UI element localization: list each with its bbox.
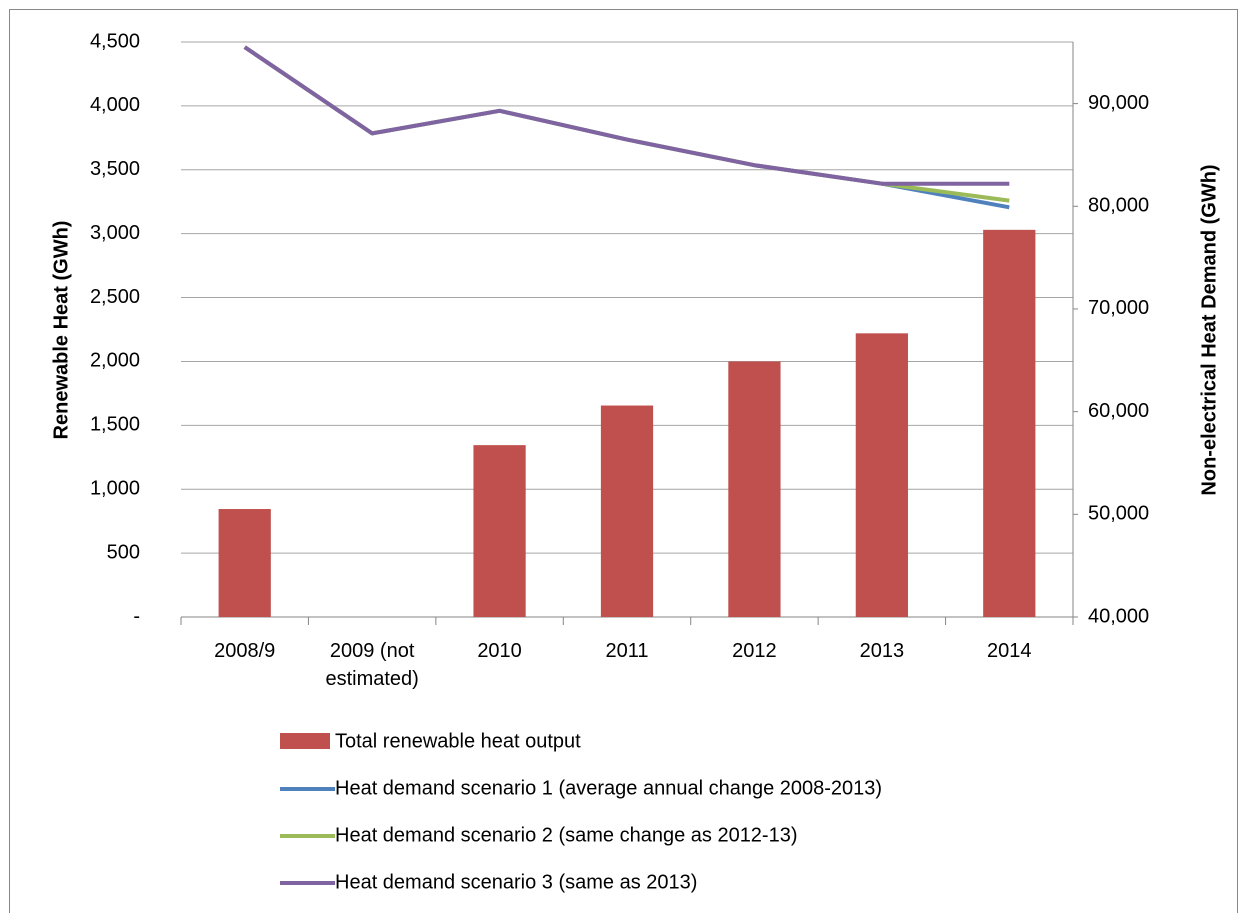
y-tick-label: 500 [107, 541, 140, 563]
y-tick-label: 3,500 [90, 158, 140, 180]
legend-label: Total renewable heat output [335, 730, 581, 752]
x-tick-label: 2013 [859, 640, 905, 662]
line-series [243, 45, 1010, 186]
bar [473, 445, 526, 617]
y2-axis-label: Non-electrical Heat Demand (GWh) [1198, 164, 1220, 495]
y2-tick-label: 50,000 [1088, 503, 1149, 525]
x-tick-label: 2009 (not estimated) [325, 640, 419, 690]
y-tick-label: 4,000 [90, 94, 140, 116]
bar [600, 405, 654, 617]
bar [855, 333, 908, 617]
x-tick-label: 2008/9 [214, 640, 276, 662]
bar [728, 361, 781, 617]
y-tick-label: 1,500 [90, 414, 140, 436]
y2-tick-label: 90,000 [1088, 92, 1149, 114]
bar [218, 509, 271, 617]
x-tick-label: 2014 [987, 640, 1032, 662]
legend-label: Heat demand scenario 3 (same as 2013) [335, 871, 697, 893]
y2-tick-label: 80,000 [1088, 195, 1149, 217]
y2-tick-label: 60,000 [1088, 400, 1149, 422]
x-tick-label: 2011 [605, 640, 649, 662]
legend-swatch [280, 733, 330, 749]
chart-border [9, 9, 1238, 913]
legend-label: Heat demand scenario 2 (same change as 2… [335, 824, 798, 846]
y-tick-label: 1,000 [90, 478, 140, 500]
y-tick-label: - [133, 605, 140, 627]
y-tick-label: 2,000 [90, 350, 140, 372]
y2-tick-label: 40,000 [1088, 605, 1149, 627]
y-tick-label: 3,000 [90, 222, 140, 244]
legend-label: Heat demand scenario 1 (average annual c… [335, 777, 882, 799]
y-tick-label: 2,500 [90, 286, 140, 308]
x-tick-label: 2012 [732, 640, 777, 662]
x-tick-label: 2010 [477, 640, 522, 662]
y2-tick-label: 70,000 [1088, 297, 1149, 319]
bar [983, 229, 1036, 618]
y-tick-label: 4,500 [90, 30, 140, 52]
y-axis-label: Renewable Heat (GWh) [50, 221, 72, 440]
